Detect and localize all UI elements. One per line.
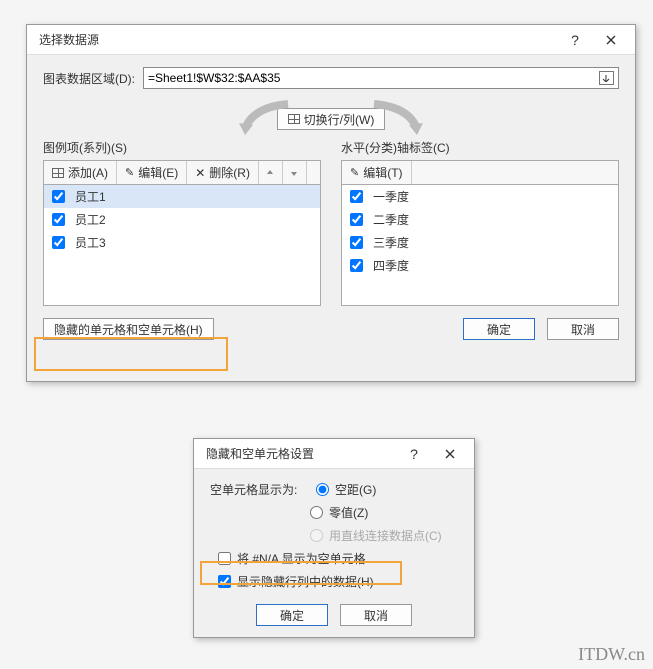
empty-as-label: 空单元格显示为: [210,481,310,498]
axis-checkbox[interactable] [350,236,363,249]
cancel-button[interactable]: 取消 [340,604,412,626]
cancel-button[interactable]: 取消 [547,318,619,340]
move-down-button[interactable] [283,161,307,184]
series-checkbox[interactable] [52,236,65,249]
dialog-title: 选择数据源 [39,31,557,48]
series-listbox[interactable]: 员工1 员工2 员工3 [43,184,321,306]
axis-label: 二季度 [373,211,409,228]
range-input-wrap [143,67,619,89]
axis-toolbar: ✎编辑(T) [341,160,619,184]
series-checkbox[interactable] [52,190,65,203]
help-button[interactable]: ? [557,28,593,52]
switch-row: 切换行/列(W) [43,99,619,139]
axis-listbox[interactable]: 一季度 二季度 三季度 四季度 [341,184,619,306]
na-row: 将 #N/A 显示为空单元格 [218,550,458,567]
axis-label: 四季度 [373,257,409,274]
titlebar: 隐藏和空单元格设置 ? [194,439,474,469]
close-icon [606,35,616,45]
move-up-button[interactable] [259,161,283,184]
pencil-icon: ✎ [350,166,359,179]
close-button[interactable] [593,28,629,52]
edit-series-button[interactable]: ✎编辑(E) [117,161,187,184]
zero-label: 零值(Z) [329,504,368,521]
add-series-button[interactable]: 添加(A) [44,161,117,184]
delete-series-button[interactable]: ✕删除(R) [187,161,259,184]
hidden-row: 显示隐藏行列中的数据(H) [218,573,458,590]
gap-label: 空距(G) [335,481,376,498]
columns: 图例项(系列)(S) 添加(A) ✎编辑(E) ✕删除(R) 员工1 员工2 员… [43,139,619,306]
na-label: 将 #N/A 显示为空单元格 [237,550,366,567]
axis-label: 一季度 [373,188,409,205]
titlebar: 选择数据源 ? [27,25,635,55]
dialog-body: 图表数据区域(D): 切换行/列(W) [27,55,635,352]
arrow-right-icon [359,99,429,139]
line-label: 用直线连接数据点(C) [329,527,442,544]
legend-header: 图例项(系列)(S) [43,139,321,156]
axis-label: 三季度 [373,234,409,251]
radio-row: 空单元格显示为: 空距(G) [210,481,458,498]
list-item[interactable]: 员工1 [44,185,320,208]
axis-checkbox[interactable] [350,190,363,203]
list-item[interactable]: 二季度 [342,208,618,231]
close-button[interactable] [432,442,468,466]
series-label: 员工3 [75,234,106,251]
collapse-icon [602,74,610,82]
x-icon: ✕ [195,166,205,180]
range-picker-button[interactable] [599,71,614,85]
grid-icon [288,114,300,124]
watermark: ITDW.cn [578,644,645,665]
list-item[interactable]: 员工3 [44,231,320,254]
chart-range-input[interactable] [148,71,595,85]
edit-axis-button[interactable]: ✎编辑(T) [342,161,412,184]
select-data-source-dialog: 选择数据源 ? 图表数据区域(D): [26,24,636,382]
range-row: 图表数据区域(D): [43,67,619,89]
ok-button[interactable]: 确定 [256,604,328,626]
range-label: 图表数据区域(D): [43,70,135,87]
axis-checkbox[interactable] [350,213,363,226]
axis-checkbox[interactable] [350,259,363,272]
radio-row: 用直线连接数据点(C) [310,527,458,544]
series-toolbar: 添加(A) ✎编辑(E) ✕删除(R) [43,160,321,184]
na-checkbox[interactable] [218,552,231,565]
dialog-title: 隐藏和空单元格设置 [206,445,396,462]
close-icon [445,449,455,459]
series-checkbox[interactable] [52,213,65,226]
line-radio [310,529,323,542]
up-icon [266,169,274,177]
show-hidden-checkbox[interactable] [218,575,231,588]
table-icon [52,168,64,178]
ok-button[interactable]: 确定 [463,318,535,340]
list-item[interactable]: 一季度 [342,185,618,208]
pencil-icon: ✎ [125,166,134,179]
series-label: 员工2 [75,211,106,228]
list-item[interactable]: 员工2 [44,208,320,231]
dialog-footer: 确定 取消 [210,604,458,626]
help-button[interactable]: ? [396,442,432,466]
hidden-empty-cells-dialog: 隐藏和空单元格设置 ? 空单元格显示为: 空距(G) 零值(Z) 用直线连接数据… [193,438,475,638]
legend-series-column: 图例项(系列)(S) 添加(A) ✎编辑(E) ✕删除(R) 员工1 员工2 员… [43,139,321,306]
down-icon [290,169,298,177]
zero-radio[interactable] [310,506,323,519]
list-item[interactable]: 三季度 [342,231,618,254]
list-item[interactable]: 四季度 [342,254,618,277]
bottom-row: 隐藏的单元格和空单元格(H) 确定 取消 [43,318,619,340]
show-hidden-label: 显示隐藏行列中的数据(H) [237,573,374,590]
axis-labels-column: 水平(分类)轴标签(C) ✎编辑(T) 一季度 二季度 三季度 四季度 [341,139,619,306]
dialog-body: 空单元格显示为: 空距(G) 零值(Z) 用直线连接数据点(C) 将 #N/A … [194,469,474,638]
axis-header: 水平(分类)轴标签(C) [341,139,619,156]
gap-radio[interactable] [316,483,329,496]
radio-row: 零值(Z) [310,504,458,521]
series-label: 员工1 [75,188,106,205]
hidden-cells-button[interactable]: 隐藏的单元格和空单元格(H) [43,318,214,340]
